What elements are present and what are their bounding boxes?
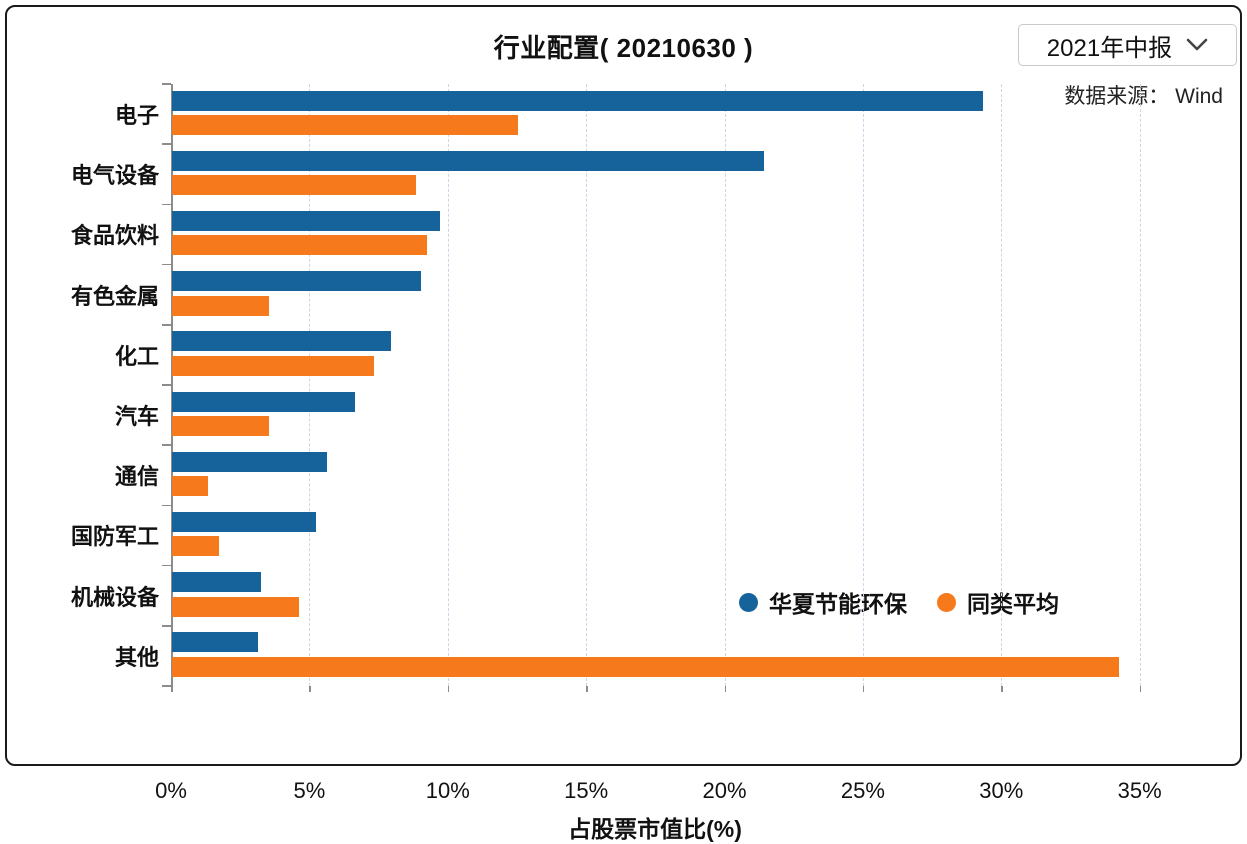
bar-fund: [172, 150, 765, 171]
gridline: [309, 84, 311, 686]
legend-dot-icon: [739, 592, 758, 612]
category-label: 化工: [114, 343, 159, 369]
bar-peer-average: [172, 656, 1119, 677]
category-label: 机械设备: [70, 584, 159, 610]
bar-peer-average: [172, 476, 208, 497]
gridline: [447, 84, 449, 686]
category-label: 电子: [114, 103, 159, 129]
chevron-down-icon: [1186, 38, 1208, 52]
bar-fund: [172, 572, 261, 593]
x-axis-tick-mark: [447, 686, 450, 692]
bar-peer-average: [172, 235, 427, 256]
bar-fund: [172, 271, 422, 292]
bar-fund: [172, 331, 391, 352]
x-axis-tick-label: 0%: [155, 778, 187, 803]
bar-peer-average: [172, 175, 416, 196]
x-axis-tick-mark: [1139, 686, 1142, 692]
legend-label: 华夏节能环保: [769, 591, 907, 617]
y-axis-tick-mark: [162, 83, 171, 85]
x-axis-tick-mark: [171, 686, 173, 692]
x-axis-tick-mark: [586, 686, 588, 692]
chart-legend: 华夏节能环保 同类平均: [739, 585, 1059, 619]
bar-chart-plot-area: 占股票市值比(%) 华夏节能环保 同类平均 0% 5% 10% 15% 20% 25% 30%…: [71, 83, 1231, 842]
x-axis-tick-mark: [309, 686, 311, 692]
bar-fund: [172, 511, 316, 532]
category-label: 通信: [114, 464, 159, 490]
bar-peer-average: [172, 355, 375, 376]
legend-label: 同类平均: [967, 591, 1059, 617]
category-label: 国防军工: [70, 524, 159, 550]
category-label: 其他: [114, 644, 159, 670]
x-axis-tick-label: 20%: [702, 778, 747, 803]
category-label: 汽车: [114, 404, 159, 430]
x-axis-tick-label: 30%: [979, 778, 1024, 803]
bar-peer-average: [172, 115, 518, 135]
bar-fund: [172, 90, 983, 111]
bar-peer-average: [172, 416, 269, 436]
bar-peer-average: [172, 295, 269, 316]
period-dropdown[interactable]: 2021年中报: [1018, 24, 1237, 66]
gridline: [1139, 84, 1141, 686]
y-axis-tick-mark: [162, 444, 171, 446]
y-axis-tick-mark: [162, 203, 171, 206]
gridline: [586, 84, 588, 686]
x-axis-tick-mark: [724, 686, 727, 692]
x-axis-tick-label: 5%: [293, 778, 326, 803]
x-axis-tick-label: 10%: [425, 778, 470, 803]
y-axis-tick-mark: [162, 504, 171, 507]
category-label: 食品饮料: [70, 223, 159, 249]
y-axis-tick-mark: [162, 384, 171, 386]
chart-title: 行业配置( 20210630 ): [493, 33, 754, 63]
category-label: 有色金属: [70, 283, 159, 309]
x-axis-title: 占股票市值比(%): [568, 816, 742, 842]
bar-fund: [172, 451, 327, 472]
category-label: 电气设备: [70, 163, 159, 189]
y-axis-tick-mark: [162, 263, 171, 266]
y-axis-tick-mark: [162, 324, 171, 326]
gridline: [1001, 84, 1003, 686]
legend-item[interactable]: 同类平均: [937, 585, 1059, 619]
legend-item[interactable]: 华夏节能环保: [739, 585, 907, 619]
data-source-label: 数据来源： Wind: [1064, 85, 1223, 108]
x-axis-tick-label: 35%: [1117, 778, 1162, 803]
gridline: [862, 84, 864, 686]
gridline: [724, 84, 726, 686]
x-axis-tick-mark: [862, 686, 865, 692]
y-axis-tick-mark: [162, 143, 171, 145]
y-axis-tick-mark: [162, 625, 171, 627]
x-axis-tick-mark: [1001, 686, 1003, 692]
bar-peer-average: [172, 596, 300, 617]
x-axis-tick-label: 15%: [564, 778, 609, 803]
bar-fund: [172, 632, 258, 653]
y-axis-tick-mark: [162, 685, 171, 687]
y-axis-tick-mark: [162, 564, 171, 567]
x-axis-tick-label: 25%: [840, 778, 885, 803]
legend-dot-icon: [937, 592, 956, 612]
bar-fund: [172, 210, 441, 231]
bar-peer-average: [172, 536, 220, 557]
period-dropdown-value: 2021年中报: [1046, 34, 1173, 62]
y-axis-line: [171, 84, 173, 686]
bar-fund: [172, 391, 355, 412]
